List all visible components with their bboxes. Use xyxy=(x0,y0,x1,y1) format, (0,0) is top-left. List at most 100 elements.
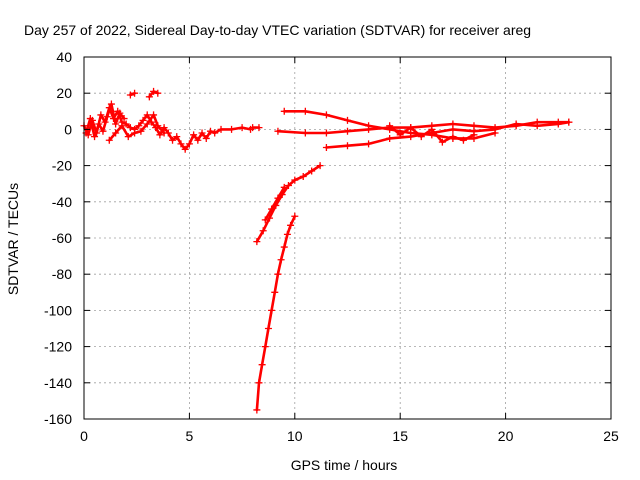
data-point xyxy=(91,133,99,141)
data-point xyxy=(135,122,143,130)
y-tick-label: -80 xyxy=(52,266,72,282)
data-point xyxy=(190,131,198,139)
data-point xyxy=(259,227,267,235)
data-point xyxy=(291,212,299,220)
plot-frame xyxy=(83,56,612,420)
data-point xyxy=(211,129,219,137)
data-point xyxy=(173,133,181,141)
data-point xyxy=(206,127,214,135)
data-point xyxy=(438,138,446,146)
y-tick-label: 0 xyxy=(64,121,72,137)
data-point xyxy=(255,379,263,387)
data-point xyxy=(181,145,189,153)
y-tick-label: -120 xyxy=(44,339,72,355)
data-point xyxy=(491,125,499,133)
data-point xyxy=(118,122,126,130)
data-point xyxy=(253,406,261,414)
series-steep-dip xyxy=(255,215,297,412)
data-point xyxy=(344,142,351,150)
x-tick-label: 0 xyxy=(80,428,88,444)
data-point xyxy=(301,129,309,137)
data-point xyxy=(271,288,279,296)
series-noise-a xyxy=(84,102,126,138)
series-lower-band xyxy=(325,120,571,149)
data-point xyxy=(274,127,282,135)
x-tick-label: 25 xyxy=(603,428,619,444)
data-point xyxy=(238,124,246,132)
data-point xyxy=(449,125,457,133)
data-point xyxy=(185,140,193,148)
data-point xyxy=(287,221,295,229)
data-point xyxy=(274,194,282,202)
data-point xyxy=(268,205,276,213)
y-tick-label: -20 xyxy=(52,158,72,174)
data-point xyxy=(365,140,373,148)
data-point xyxy=(143,111,151,119)
data-point xyxy=(407,133,415,141)
data-point xyxy=(249,124,257,132)
data-point xyxy=(116,109,124,117)
data-point xyxy=(301,107,309,115)
data-point xyxy=(308,167,316,175)
data-point xyxy=(131,129,139,137)
data-point xyxy=(95,120,103,128)
data-point xyxy=(169,136,177,144)
data-point xyxy=(316,162,324,170)
x-axis-label: GPS time / hours xyxy=(291,457,398,473)
data-point xyxy=(291,176,299,184)
y-tick-label: 40 xyxy=(56,49,72,65)
data-point xyxy=(258,361,266,369)
data-point xyxy=(322,111,330,119)
data-point xyxy=(217,125,225,133)
data-point xyxy=(97,111,105,119)
y-tick-label: 20 xyxy=(56,85,72,101)
series-noise-b xyxy=(108,113,166,142)
data-point xyxy=(280,183,288,191)
data-point xyxy=(407,124,415,132)
chart-title: Day 257 of 2022, Sidereal Day-to-day VTE… xyxy=(24,22,531,38)
data-point xyxy=(126,124,134,132)
data-point xyxy=(565,118,573,126)
data-point xyxy=(105,136,113,144)
data-point xyxy=(274,270,282,278)
data-point xyxy=(112,120,120,128)
data-point xyxy=(322,129,330,137)
data-point xyxy=(131,89,139,97)
y-tick-label: -40 xyxy=(52,194,72,210)
data-point xyxy=(299,172,307,180)
data-point xyxy=(86,115,94,123)
data-point xyxy=(198,129,206,137)
data-point xyxy=(103,113,111,121)
y-tick-label: -60 xyxy=(52,230,72,246)
data-point xyxy=(428,125,436,133)
y-tick-label: -140 xyxy=(44,375,72,391)
data-point xyxy=(280,107,288,115)
data-point xyxy=(280,243,288,251)
data-point xyxy=(459,136,467,144)
data-point xyxy=(470,131,478,139)
data-point xyxy=(512,120,520,128)
data-point xyxy=(283,230,291,238)
data-point xyxy=(365,125,373,133)
data-point xyxy=(344,116,351,124)
data-point xyxy=(533,122,541,130)
data-point xyxy=(268,306,276,314)
data-point xyxy=(396,131,404,139)
data-point xyxy=(124,133,132,141)
data-point xyxy=(417,133,425,141)
data-point xyxy=(228,125,236,133)
data-point xyxy=(194,136,202,144)
data-point xyxy=(122,120,130,128)
x-tick-label: 15 xyxy=(392,428,408,444)
data-point xyxy=(284,182,292,190)
data-point xyxy=(177,140,185,148)
data-point xyxy=(154,89,162,97)
data-point xyxy=(99,127,107,135)
data-point xyxy=(449,133,457,141)
data-point xyxy=(255,124,263,132)
grid-lines xyxy=(83,56,612,420)
data-point xyxy=(554,120,562,128)
series-gradual-dip-2 xyxy=(263,186,286,222)
data-point xyxy=(261,343,269,351)
